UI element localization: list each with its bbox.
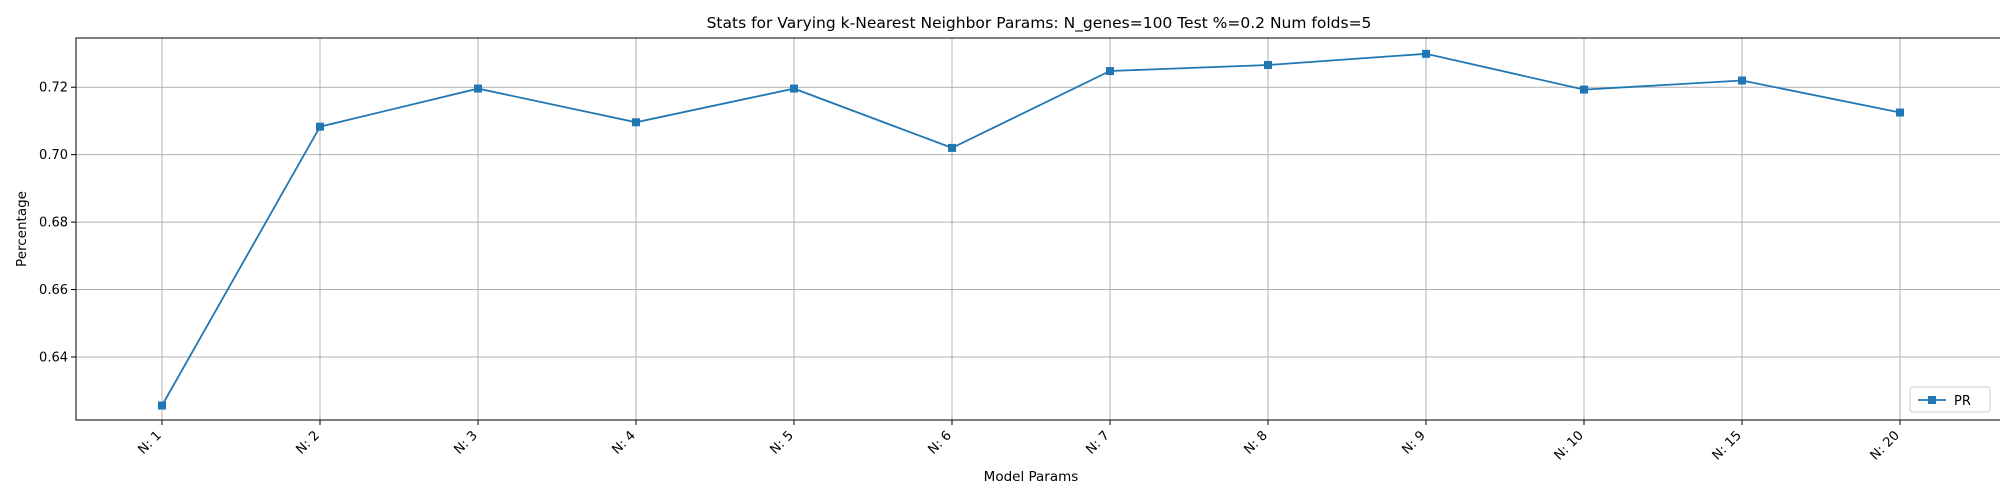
x-axis-label: Model Params: [984, 469, 1079, 485]
x-tick-label: N: 8: [1241, 428, 1270, 457]
series-markers: [158, 49, 1904, 410]
legend: PR: [1909, 386, 1991, 413]
data-point: [790, 84, 798, 93]
x-tick-label: N: 6: [925, 428, 954, 457]
plot-frame: [75, 37, 2000, 421]
x-tick-label: N: 1: [135, 428, 164, 457]
data-point: [632, 118, 640, 127]
y-axis-ticks: 0.64 0.66 0.68 0.70 0.72: [39, 81, 76, 365]
x-tick-label: N: 2: [293, 428, 322, 457]
y-tick-label: 0.72: [39, 81, 68, 96]
data-point: [948, 143, 956, 152]
data-point: [1106, 67, 1114, 76]
x-tick-label: N: 4: [609, 428, 638, 457]
data-point: [1422, 49, 1430, 58]
y-axis-label: Percentage: [14, 191, 30, 267]
data-point: [474, 84, 482, 93]
data-point: [316, 122, 324, 131]
legend-label-pr: PR: [1954, 394, 1971, 409]
x-tick-label: N: 10: [1552, 428, 1587, 463]
y-tick-label: 0.66: [39, 283, 68, 298]
chart-title: Stats for Varying k-Nearest Neighbor Par…: [707, 14, 1372, 33]
data-point: [1738, 76, 1746, 85]
x-tick-label: N: 20: [1868, 428, 1903, 463]
legend-box: [1909, 386, 1991, 413]
legend-marker: [1928, 396, 1936, 404]
x-tick-label: N: 15: [1710, 428, 1745, 463]
series-line-pr: [161, 52, 1901, 406]
y-tick-label: 0.70: [39, 148, 68, 163]
data-point: [1896, 108, 1904, 117]
x-tick-label: N: 3: [451, 428, 480, 457]
data-point: [1264, 60, 1272, 69]
x-tick-label: N: 9: [1399, 428, 1428, 457]
data-point: [1580, 85, 1588, 94]
x-axis-ticks: N: 1 N: 2 N: 3 N: 4 N: 5 N: 6 N: 7 N: 8 N: 9 N: 1…: [135, 420, 1903, 463]
y-tick-label: 0.68: [39, 216, 68, 231]
grid: [76, 38, 2000, 420]
x-tick-label: N: 7: [1083, 428, 1112, 457]
y-tick-label: 0.64: [39, 350, 68, 365]
x-tick-label: N: 5: [767, 428, 796, 457]
data-point: [158, 401, 166, 410]
